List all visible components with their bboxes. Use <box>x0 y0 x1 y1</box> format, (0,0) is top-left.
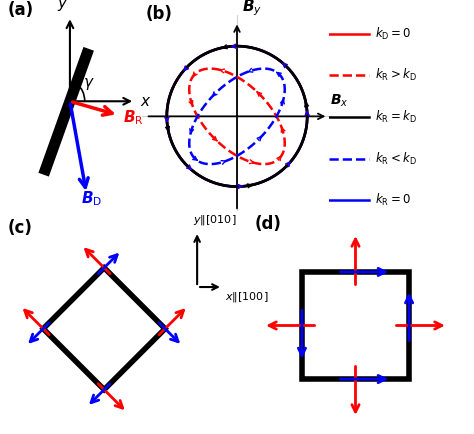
Text: $k_\mathrm{D}=0$: $k_\mathrm{D}=0$ <box>375 26 411 42</box>
Text: $y\|[010]$: $y\|[010]$ <box>192 214 236 227</box>
Text: $y$: $y$ <box>57 0 69 13</box>
Text: $x\|[100]$: $x\|[100]$ <box>225 290 268 304</box>
Text: (a): (a) <box>8 1 34 19</box>
Text: $k_\mathrm{R}>k_\mathrm{D}$: $k_\mathrm{R}>k_\mathrm{D}$ <box>375 67 417 83</box>
Text: $\boldsymbol{B}_y$: $\boldsymbol{B}_y$ <box>242 0 262 18</box>
Text: (d): (d) <box>255 215 282 233</box>
Text: $k_\mathrm{R}=k_\mathrm{D}$: $k_\mathrm{R}=k_\mathrm{D}$ <box>375 109 417 125</box>
Text: $\boldsymbol{B}_x$: $\boldsymbol{B}_x$ <box>330 93 348 109</box>
Text: $x$: $x$ <box>140 94 151 109</box>
Text: $\boldsymbol{B}_\mathrm{R}$: $\boldsymbol{B}_\mathrm{R}$ <box>123 108 144 127</box>
Text: $k_\mathrm{R}=0$: $k_\mathrm{R}=0$ <box>375 192 411 208</box>
Text: $k_\mathrm{R}<k_\mathrm{D}$: $k_\mathrm{R}<k_\mathrm{D}$ <box>375 151 417 167</box>
Text: (b): (b) <box>146 6 173 23</box>
Text: (c): (c) <box>8 218 33 237</box>
Text: $\gamma$: $\gamma$ <box>83 76 95 92</box>
Text: $\boldsymbol{B}_\mathrm{D}$: $\boldsymbol{B}_\mathrm{D}$ <box>81 189 102 208</box>
